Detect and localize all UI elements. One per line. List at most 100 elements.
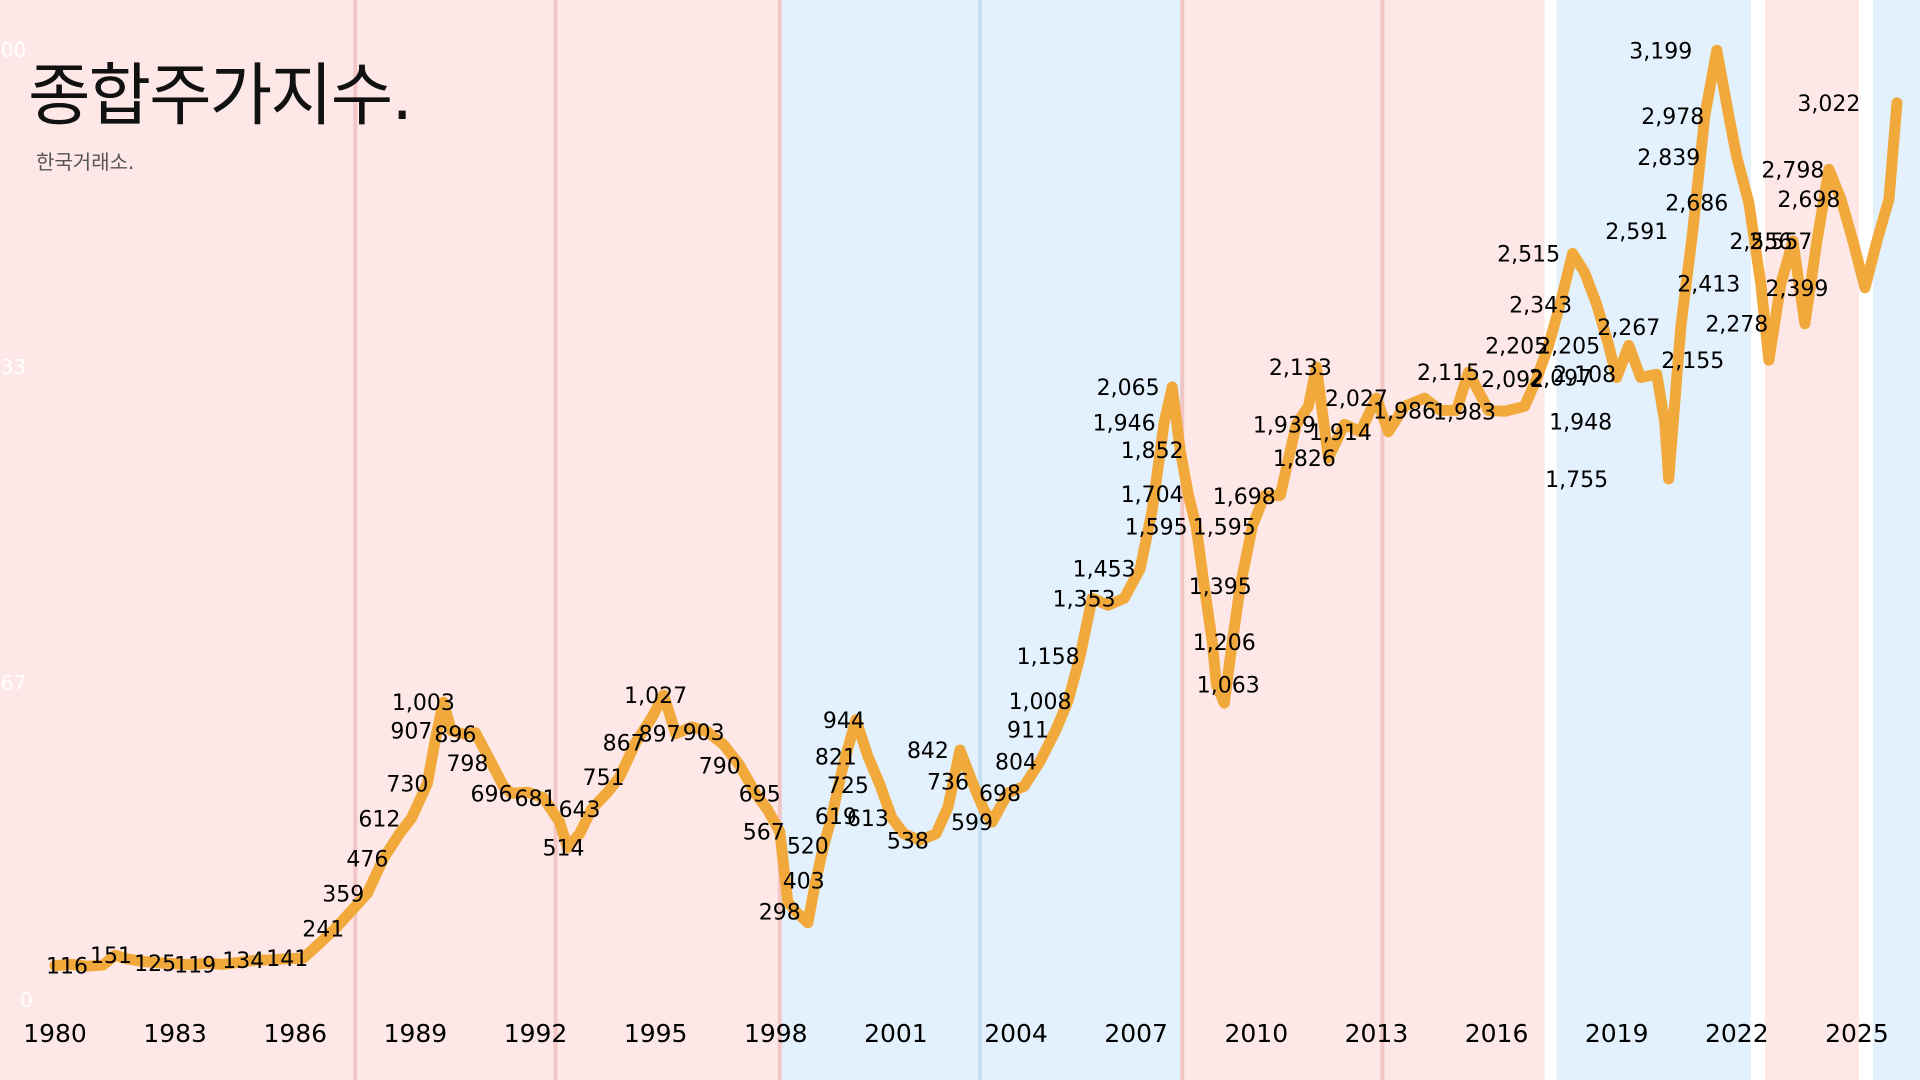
data-label: 2,798	[1761, 158, 1824, 183]
data-label: 1,948	[1549, 411, 1612, 436]
data-label: 359	[322, 882, 364, 907]
data-label: 1,983	[1433, 400, 1496, 425]
data-label: 1,698	[1213, 485, 1276, 510]
data-label: 2,978	[1641, 105, 1704, 130]
background-band	[355, 0, 556, 1080]
period-divider	[777, 0, 782, 1080]
data-label: 736	[927, 771, 969, 796]
data-label: 2,092	[1481, 368, 1544, 393]
x-tick-label: 2013	[1345, 1019, 1409, 1048]
data-label: 134	[222, 949, 264, 974]
x-tick-label: 2007	[1104, 1019, 1168, 1048]
y-tick-label: 0	[20, 988, 33, 1012]
data-label: 1,595	[1125, 515, 1188, 540]
data-label: 520	[787, 835, 829, 860]
data-label: 2,027	[1325, 387, 1388, 412]
x-tick-label: 1983	[143, 1019, 207, 1048]
data-label: 2,065	[1097, 376, 1160, 401]
background-band	[1182, 0, 1383, 1080]
data-label: 241	[302, 917, 344, 942]
background-band	[1872, 0, 1920, 1080]
data-label: 2,133	[1269, 356, 1332, 381]
x-tick-label: 1980	[23, 1019, 87, 1048]
data-label: 2,399	[1765, 277, 1828, 302]
data-label: 1,453	[1073, 558, 1136, 583]
data-label: 3,022	[1797, 92, 1860, 117]
data-label: 2,205	[1485, 334, 1548, 359]
data-label: 538	[887, 829, 929, 854]
y-tick-label: 667	[0, 671, 26, 695]
data-label: 2,155	[1661, 349, 1724, 374]
data-label: 695	[739, 783, 781, 808]
data-label: 821	[815, 745, 857, 770]
y-tick-label: 333	[0, 355, 26, 379]
data-label: 698	[979, 782, 1021, 807]
x-tick-label: 2004	[984, 1019, 1048, 1048]
x-tick-label: 2010	[1224, 1019, 1288, 1048]
background-band	[555, 0, 780, 1080]
data-label: 867	[603, 732, 645, 757]
line-layer	[49, 44, 1903, 972]
data-label: 2,343	[1509, 293, 1572, 318]
data-label: 1,158	[1017, 645, 1080, 670]
data-label: 1,206	[1193, 631, 1256, 656]
data-label: 944	[823, 709, 865, 734]
data-label: 643	[559, 798, 601, 823]
data-label: 2,413	[1677, 273, 1740, 298]
data-label: 2,698	[1777, 188, 1840, 213]
data-label: 2,278	[1705, 313, 1768, 338]
y-axis-ticks: 0 667 333 200	[0, 38, 33, 1012]
data-label: 1,595	[1193, 515, 1256, 540]
data-label: 1,914	[1309, 421, 1372, 446]
x-tick-label: 2019	[1585, 1019, 1649, 1048]
x-tick-label: 2022	[1705, 1019, 1769, 1048]
period-divider	[553, 0, 558, 1080]
data-label: 2,108	[1553, 363, 1616, 388]
data-label: 725	[827, 774, 869, 799]
data-label: 119	[174, 954, 216, 979]
data-label: 1,946	[1093, 411, 1156, 436]
data-label: 2,556	[1729, 230, 1792, 255]
chart-subtitle: 한국거래소.	[36, 150, 135, 174]
period-divider	[978, 0, 982, 1080]
x-tick-label: 1992	[504, 1019, 568, 1048]
data-label: 514	[543, 836, 585, 861]
period-divider	[1180, 0, 1185, 1080]
x-tick-label: 2016	[1465, 1019, 1529, 1048]
data-label: 1,063	[1197, 673, 1260, 698]
data-label: 2,097	[1529, 366, 1592, 391]
data-label: 476	[346, 848, 388, 873]
background-band	[1764, 0, 1859, 1080]
data-label: 567	[743, 821, 785, 846]
data-label: 790	[699, 754, 741, 779]
data-label: 403	[783, 869, 825, 894]
data-label: 798	[446, 752, 488, 777]
data-label: 911	[1007, 719, 1049, 744]
data-label: 903	[683, 721, 725, 746]
data-label: 1,353	[1053, 587, 1116, 612]
data-label: 1,003	[392, 691, 455, 716]
data-label: 298	[759, 901, 801, 926]
data-label: 842	[907, 739, 949, 764]
data-label: 599	[951, 811, 993, 836]
x-tick-label: 1989	[384, 1019, 448, 1048]
data-label: 1,986	[1373, 399, 1436, 424]
period-dividers	[353, 0, 1385, 1080]
data-label: 1,027	[624, 684, 687, 709]
data-label: 2,591	[1605, 220, 1668, 245]
data-label: 897	[639, 723, 681, 748]
period-divider	[353, 0, 358, 1080]
data-label: 2,839	[1637, 146, 1700, 171]
data-label: 1,939	[1253, 413, 1316, 438]
data-label: 804	[995, 750, 1037, 775]
data-label: 141	[266, 947, 308, 972]
data-label: 2,115	[1417, 361, 1480, 386]
kospi-series-line	[49, 44, 1903, 972]
data-label: 125	[134, 952, 176, 977]
data-label: 1,395	[1189, 575, 1252, 600]
data-label: 3,199	[1629, 39, 1692, 64]
data-label: 896	[434, 723, 476, 748]
data-label: 681	[515, 787, 557, 812]
